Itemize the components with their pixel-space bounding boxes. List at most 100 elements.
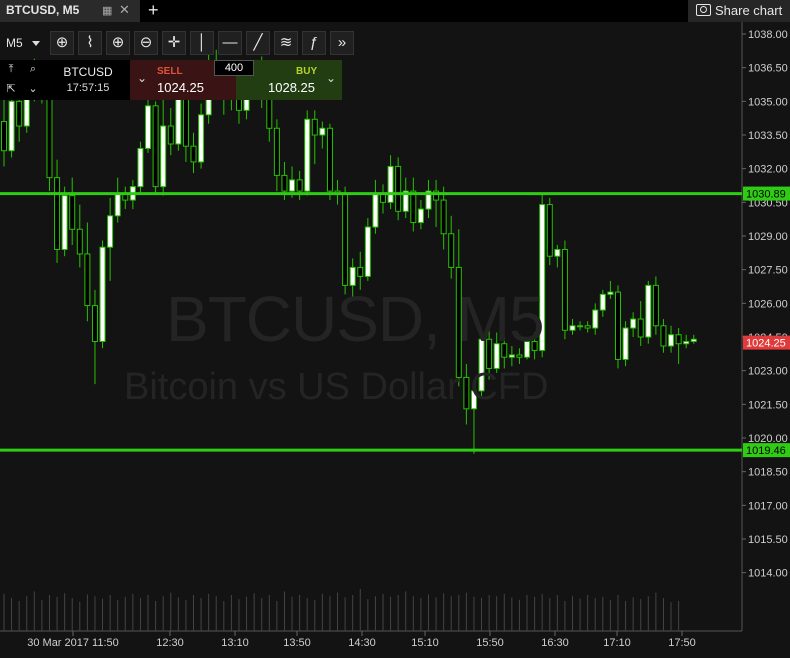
candle-up xyxy=(493,343,500,369)
candle-down xyxy=(281,174,288,192)
forward-icon[interactable]: » xyxy=(330,31,354,55)
chart-area[interactable]: 1038.00 1036.50 1035.00 1033.50 1032.00 1030.… xyxy=(0,22,790,653)
trend-line-icon[interactable]: ╱ xyxy=(246,31,270,55)
candle-down xyxy=(501,343,508,358)
candle-up xyxy=(61,195,68,250)
layout-grid-icon[interactable]: ▦ xyxy=(102,5,113,17)
candle-down xyxy=(614,291,621,360)
watermark-subtitle: Bitcoin vs US Dollar CFD xyxy=(124,366,549,408)
candle-down xyxy=(16,100,23,127)
time-tick-label: 15:50 xyxy=(476,637,504,649)
price-tick-label: 1032.00 xyxy=(748,164,788,176)
timeframe-select[interactable]: M5 xyxy=(2,30,44,56)
add-tab-button[interactable]: + xyxy=(148,0,159,20)
collapse-icon[interactable]: ⤒ xyxy=(8,63,14,75)
price-tick-label: 1036.50 xyxy=(748,63,788,75)
quantity-input[interactable]: 400 xyxy=(214,60,254,76)
candle-up xyxy=(569,325,576,331)
candle-down xyxy=(1,121,7,152)
candle-down xyxy=(440,199,447,235)
close-icon[interactable]: ✕ xyxy=(119,2,130,17)
function-icon[interactable]: ƒ xyxy=(302,31,326,55)
candle-down xyxy=(152,105,159,188)
candle-up xyxy=(198,114,205,163)
candle-up xyxy=(137,147,144,188)
candle-down xyxy=(516,354,523,358)
candle-up xyxy=(630,318,637,329)
current-price-label: 1024.25 xyxy=(746,338,786,350)
candle-down xyxy=(76,228,83,255)
buy-price: 1028.25 xyxy=(268,80,315,95)
price-tick-label: 1029.00 xyxy=(748,231,788,243)
time-tick-label: 13:10 xyxy=(221,637,249,649)
candle-down xyxy=(410,190,417,224)
vertical-line-icon[interactable]: │ xyxy=(190,31,214,55)
tab-title: BTCUSD, M5 xyxy=(6,3,80,17)
candle-up xyxy=(402,190,409,212)
candle-down xyxy=(167,125,174,145)
price-tick-label: 1027.50 xyxy=(748,265,788,277)
price-tick-label: 1018.50 xyxy=(748,467,788,479)
time-tick-label: 17:50 xyxy=(668,637,696,649)
chevron-down-icon: ⌄ xyxy=(326,71,337,85)
price-tick-label: 1021.50 xyxy=(748,399,788,411)
level-price-label: 1030.89 xyxy=(746,189,786,201)
time-tick-label: 13:50 xyxy=(283,637,311,649)
symbol-name: BTCUSD xyxy=(63,65,113,79)
candle-down xyxy=(54,177,61,250)
candle-up xyxy=(319,127,326,136)
price-tick-label: 1015.50 xyxy=(748,534,788,546)
time-tick-label: 17:10 xyxy=(603,637,631,649)
horizontal-line-icon[interactable]: — xyxy=(218,31,242,55)
candle-up xyxy=(690,338,697,342)
candle-up xyxy=(524,340,531,358)
candle-up xyxy=(145,105,152,149)
chart-background xyxy=(0,22,790,653)
candle-up xyxy=(554,248,561,257)
candle-up xyxy=(160,125,167,188)
zoom-in-icon[interactable]: ⊕ xyxy=(106,31,130,55)
share-chart-button[interactable]: Share chart xyxy=(688,0,790,22)
cursor-icon[interactable]: ✛ xyxy=(162,31,186,55)
candle-down xyxy=(637,318,644,338)
candle-down xyxy=(561,248,568,331)
current-price-tag xyxy=(743,335,790,350)
candle-up xyxy=(478,338,485,392)
candle-down xyxy=(652,284,659,327)
candle-up xyxy=(349,266,356,286)
candle-up xyxy=(8,100,15,152)
zoom-out-icon[interactable]: ⊖ xyxy=(134,31,158,55)
candle-down xyxy=(660,325,667,347)
level-price-tag xyxy=(743,186,790,201)
watermark-title: BTCUSD, M5 xyxy=(166,283,545,355)
chevron-down-icon[interactable]: ⌄ xyxy=(28,83,38,95)
candle-up xyxy=(508,354,515,358)
camera-icon xyxy=(696,4,711,16)
sell-label: SELL xyxy=(157,66,183,77)
candle-down xyxy=(433,190,440,201)
time-tick-label: 16:30 xyxy=(541,637,569,649)
search-icon[interactable]: ⌕ xyxy=(29,63,37,75)
candle-up xyxy=(99,246,106,342)
candle-down xyxy=(357,266,364,277)
candle-down xyxy=(448,233,455,268)
tab-btcusd[interactable]: BTCUSD, M5 ▦ ✕ xyxy=(0,0,140,22)
crosshair-tool-icon[interactable]: ⊕ xyxy=(50,31,74,55)
popout-icon[interactable]: ⇱ xyxy=(6,83,16,95)
candle-up xyxy=(683,340,690,345)
candle-up xyxy=(114,192,121,217)
price-chart[interactable]: 1038.00 1036.50 1035.00 1033.50 1032.00 1030.… xyxy=(0,22,790,653)
fibonacci-icon[interactable]: ≋ xyxy=(274,31,298,55)
candle-down xyxy=(463,376,470,410)
candle-down xyxy=(455,266,462,378)
candle-up xyxy=(417,208,424,224)
candle-down xyxy=(84,253,91,307)
candle-down xyxy=(273,127,280,176)
indicators-icon[interactable]: ⌇ xyxy=(78,31,102,55)
candle-up xyxy=(599,293,606,311)
price-tick-label: 1033.50 xyxy=(748,130,788,142)
symbol-box[interactable]: BTCUSD 17:57:15 xyxy=(46,60,130,100)
server-time: 17:57:15 xyxy=(66,82,110,94)
candle-up xyxy=(289,179,296,192)
price-tick-label: 1026.00 xyxy=(748,298,788,310)
